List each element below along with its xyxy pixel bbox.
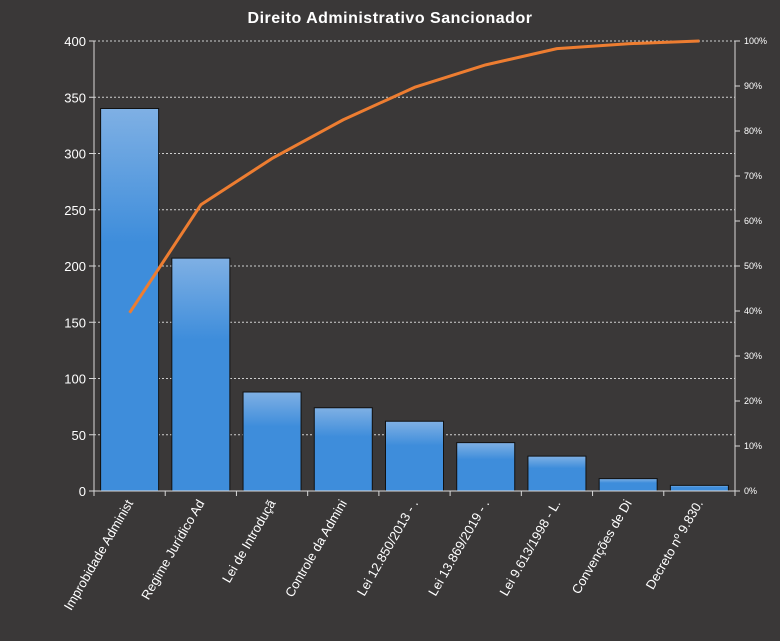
right-tick-label: 70% [744, 171, 762, 181]
left-tick-label: 300 [64, 147, 86, 162]
left-tick-label: 0 [79, 484, 86, 499]
bar [456, 442, 516, 492]
right-tick-label: 40% [744, 306, 762, 316]
right-tick-label: 80% [744, 126, 762, 136]
cumulative-line [128, 39, 700, 314]
x-tick-label: Convenções de Di [569, 497, 635, 597]
bar [171, 257, 231, 492]
x-tick-label: Lei 9.613/1998 - L. [496, 497, 563, 598]
right-tick-label: 60% [744, 216, 762, 226]
left-tick-label: 100 [64, 372, 86, 387]
left-tick-label: 350 [64, 90, 86, 105]
x-tick-label: Controle da Admini [282, 497, 350, 600]
cumulative-percent-line [128, 39, 700, 314]
chart-title: Direito Administrativo Sancionador [248, 10, 533, 27]
bar [100, 108, 160, 492]
right-tick-label: 50% [744, 261, 762, 271]
x-tick-label: Regime Jurídico Ad [138, 497, 207, 602]
right-tick-label: 30% [744, 351, 762, 361]
left-tick-label: 50 [72, 428, 86, 443]
bar [313, 407, 373, 492]
right-axis-ticks: 0% 10% 20% 30% 40% 50% 60% 70% 80% 90% 100% [744, 36, 767, 496]
right-tick-label: 0% [744, 486, 757, 496]
bar [385, 420, 444, 492]
left-tick-label: 150 [64, 315, 86, 330]
left-tick-label: 200 [64, 259, 86, 274]
right-tick-label: 90% [744, 81, 762, 91]
left-tick-label: 250 [64, 203, 86, 218]
x-tick-label: Lei 13.869/2019 - . [425, 497, 492, 598]
x-tick-label: Lei 12.850/2013 - . [354, 497, 421, 598]
left-axis-ticks: 0 50 100 150 200 250 300 350 400 [64, 34, 86, 499]
x-tick-label: Improbidade Administ [61, 497, 137, 613]
bar [669, 484, 729, 492]
x-tick-label: Decreto nº 9.830. [643, 497, 706, 592]
axes [89, 40, 740, 496]
left-tick-label: 400 [64, 34, 86, 49]
bars [100, 108, 729, 492]
bar [242, 391, 302, 492]
x-tick-label: Lei de Introduçã [219, 496, 279, 585]
bar [527, 455, 587, 492]
bar [598, 478, 658, 492]
x-axis-ticks: Improbidade Administ Regime Jurídico Ad Le… [61, 496, 706, 612]
right-tick-label: 100% [744, 36, 767, 46]
right-tick-label: 20% [744, 396, 762, 406]
right-tick-label: 10% [744, 441, 762, 451]
